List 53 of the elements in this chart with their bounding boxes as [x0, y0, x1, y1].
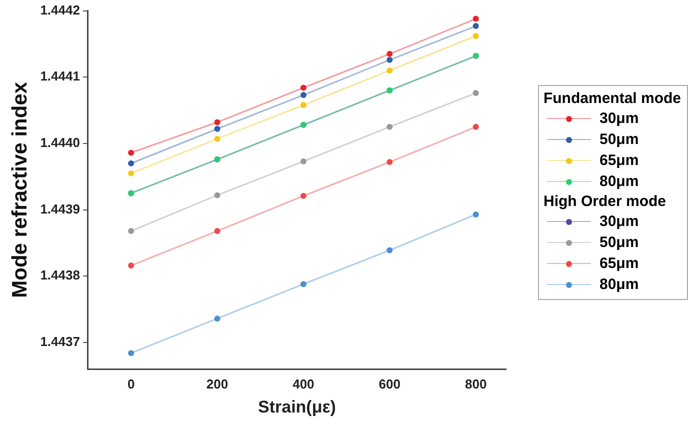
y-tick-label: 1.4437	[40, 334, 80, 350]
point	[128, 170, 134, 176]
y-axis-title: Mode refractive index	[8, 82, 32, 298]
text: High Order mode	[543, 193, 666, 210]
point	[300, 102, 306, 108]
point	[472, 16, 479, 22]
point	[386, 50, 393, 57]
point	[300, 158, 306, 164]
y-tick-label: 1.4440	[40, 135, 80, 150]
y-tick-label: 1.4442	[40, 2, 80, 18]
point	[472, 33, 479, 40]
point	[214, 126, 220, 132]
point	[472, 124, 479, 130]
point	[214, 228, 220, 234]
point	[214, 136, 220, 142]
x-tick-label: 600	[378, 376, 400, 392]
point	[214, 192, 220, 198]
point	[300, 84, 306, 91]
point	[214, 119, 220, 126]
x-axis-title: Strain(με)	[258, 397, 336, 416]
x-tick-label: 800	[464, 376, 487, 392]
point	[128, 160, 134, 166]
x-tick-label: 0	[127, 376, 135, 392]
y-tick-label: 1.4439	[40, 201, 80, 216]
x-tick-label: 200	[206, 376, 228, 392]
point	[472, 23, 479, 30]
point	[472, 211, 479, 218]
point	[386, 68, 393, 74]
y-tick-label: 1.4438	[40, 268, 80, 283]
point	[300, 92, 306, 98]
legend-label: 30μm	[599, 110, 639, 127]
legend-label: 50μm	[599, 234, 639, 251]
point	[386, 124, 393, 130]
point	[128, 262, 134, 269]
legend-label: 80μm	[599, 276, 639, 293]
point	[386, 247, 393, 254]
legend-label: 50μm	[599, 131, 639, 148]
point	[128, 228, 134, 234]
point	[300, 192, 306, 199]
point	[128, 150, 134, 156]
legend-label: 65μm	[599, 255, 639, 272]
point	[128, 350, 134, 356]
text: Fundamental mode	[543, 90, 681, 107]
legend-label: 65μm	[599, 152, 639, 169]
point	[472, 90, 479, 96]
legend-label: 30μm	[599, 213, 639, 230]
point	[300, 281, 306, 288]
point	[214, 316, 220, 322]
x-tick-label: 400	[292, 376, 314, 392]
y-tick-label: 1.4441	[40, 68, 80, 84]
point	[386, 56, 393, 63]
legend-label: 80μm	[599, 173, 639, 190]
point	[386, 159, 393, 166]
